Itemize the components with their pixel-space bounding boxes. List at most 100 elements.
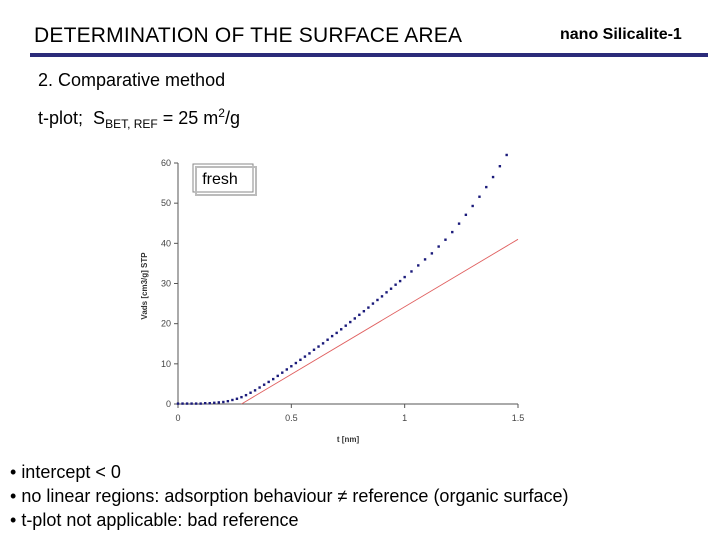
data-point — [185, 402, 189, 405]
x-tick-label: 0.5 — [285, 413, 298, 423]
data-layer — [176, 153, 519, 405]
reference-fit-line — [241, 238, 519, 405]
data-point — [262, 383, 266, 386]
annotation-box: fresh — [192, 163, 257, 196]
data-point — [491, 175, 495, 179]
data-point — [335, 331, 338, 335]
data-point — [437, 245, 440, 248]
findings-list: intercept < 0 no linear regions: adsorpt… — [10, 460, 569, 532]
y-tick-label: 30 — [161, 279, 171, 289]
annotation-label: fresh — [202, 171, 238, 188]
data-point — [478, 195, 481, 198]
data-point — [417, 264, 420, 267]
data-point — [272, 377, 275, 381]
data-point — [326, 338, 329, 341]
tplot-formula: t-plot; SBET, REF = 25 m2/g — [38, 106, 240, 131]
data-point — [330, 334, 334, 338]
section-title: 2. Comparative method — [38, 70, 226, 90]
y-tick-label: 10 — [161, 359, 171, 369]
data-point — [398, 279, 402, 283]
data-point — [394, 283, 397, 286]
bullet-linear-regions: no linear regions: adsorption behaviour … — [10, 484, 568, 508]
axes: 0 10 20 30 40 50 60 0 0.5 1 1.5 — [161, 158, 524, 423]
data-point — [312, 348, 316, 351]
x-axis-label: t [nm] — [337, 435, 360, 444]
data-point — [235, 397, 239, 400]
tplot-prefix: t-plot; — [38, 108, 84, 128]
data-point — [231, 398, 234, 402]
surface-subscript: BET, REF — [105, 117, 158, 131]
data-point — [267, 380, 270, 384]
data-point — [222, 400, 225, 404]
unit-suffix: /g — [224, 108, 240, 128]
data-point — [253, 389, 257, 392]
y-tick-label: 60 — [161, 158, 171, 168]
data-point — [353, 317, 356, 320]
data-point — [244, 393, 248, 397]
surface-equals: = 25 m — [157, 108, 219, 128]
data-point — [385, 291, 388, 294]
data-point — [423, 258, 427, 261]
data-point — [505, 153, 508, 157]
header-rule — [30, 53, 708, 57]
data-point — [294, 361, 298, 365]
data-point — [380, 295, 384, 298]
y-tick-label: 40 — [161, 238, 171, 248]
data-point — [217, 401, 220, 404]
data-point — [367, 306, 370, 309]
data-point — [358, 313, 361, 317]
data-point — [240, 395, 243, 399]
data-point — [457, 222, 461, 225]
data-point — [194, 402, 198, 405]
data-point — [389, 287, 393, 290]
data-point — [190, 402, 193, 405]
data-point — [213, 401, 216, 404]
data-point — [344, 324, 347, 327]
data-point — [290, 365, 293, 368]
data-point — [321, 342, 325, 345]
data-point — [249, 391, 252, 394]
data-point — [226, 399, 230, 403]
data-point — [308, 352, 311, 355]
data-point — [485, 185, 488, 189]
data-point — [498, 165, 502, 168]
bullet-intercept: intercept < 0 — [10, 460, 569, 484]
data-point — [376, 298, 379, 302]
data-point — [276, 374, 279, 378]
data-point — [258, 386, 261, 389]
x-tick-label: 0 — [175, 413, 180, 423]
data-point — [208, 401, 211, 405]
data-point — [299, 358, 302, 362]
data-point — [451, 230, 454, 234]
x-tick-label: 1.5 — [512, 413, 525, 423]
data-point — [303, 355, 307, 358]
t-plot-chart: 0 10 20 30 40 50 60 0 0.5 1 1.5 fresh t [nm] Vads … — [140, 153, 524, 444]
data-point — [204, 401, 207, 405]
data-point — [181, 402, 184, 405]
data-point — [371, 302, 375, 305]
bullet-applicability: t-plot not applicable: bad reference — [10, 508, 569, 532]
data-point — [199, 402, 202, 405]
data-point — [281, 371, 284, 374]
y-axis-label: Vads [cm3/g] STP — [140, 252, 149, 320]
data-point — [471, 204, 474, 208]
y-tick-label: 0 — [166, 399, 171, 409]
data-point — [362, 310, 366, 313]
x-tick-label: 1 — [402, 413, 407, 423]
header-title: DETERMINATION OF THE SURFACE AREA — [34, 24, 463, 47]
data-point — [403, 275, 406, 279]
data-point — [410, 270, 413, 273]
data-point — [464, 213, 468, 217]
surface-symbol: S — [93, 108, 106, 128]
data-point — [317, 345, 320, 348]
data-point — [430, 252, 434, 255]
y-tick-label: 50 — [161, 198, 171, 208]
data-point — [176, 402, 180, 405]
header-subtitle: nano Silicalite-1 — [560, 26, 682, 43]
data-point — [340, 328, 343, 331]
data-point — [349, 320, 352, 324]
unit-superscript: 2 — [218, 106, 225, 120]
data-point — [285, 368, 288, 371]
data-point — [444, 238, 447, 241]
y-tick-label: 20 — [161, 319, 171, 329]
